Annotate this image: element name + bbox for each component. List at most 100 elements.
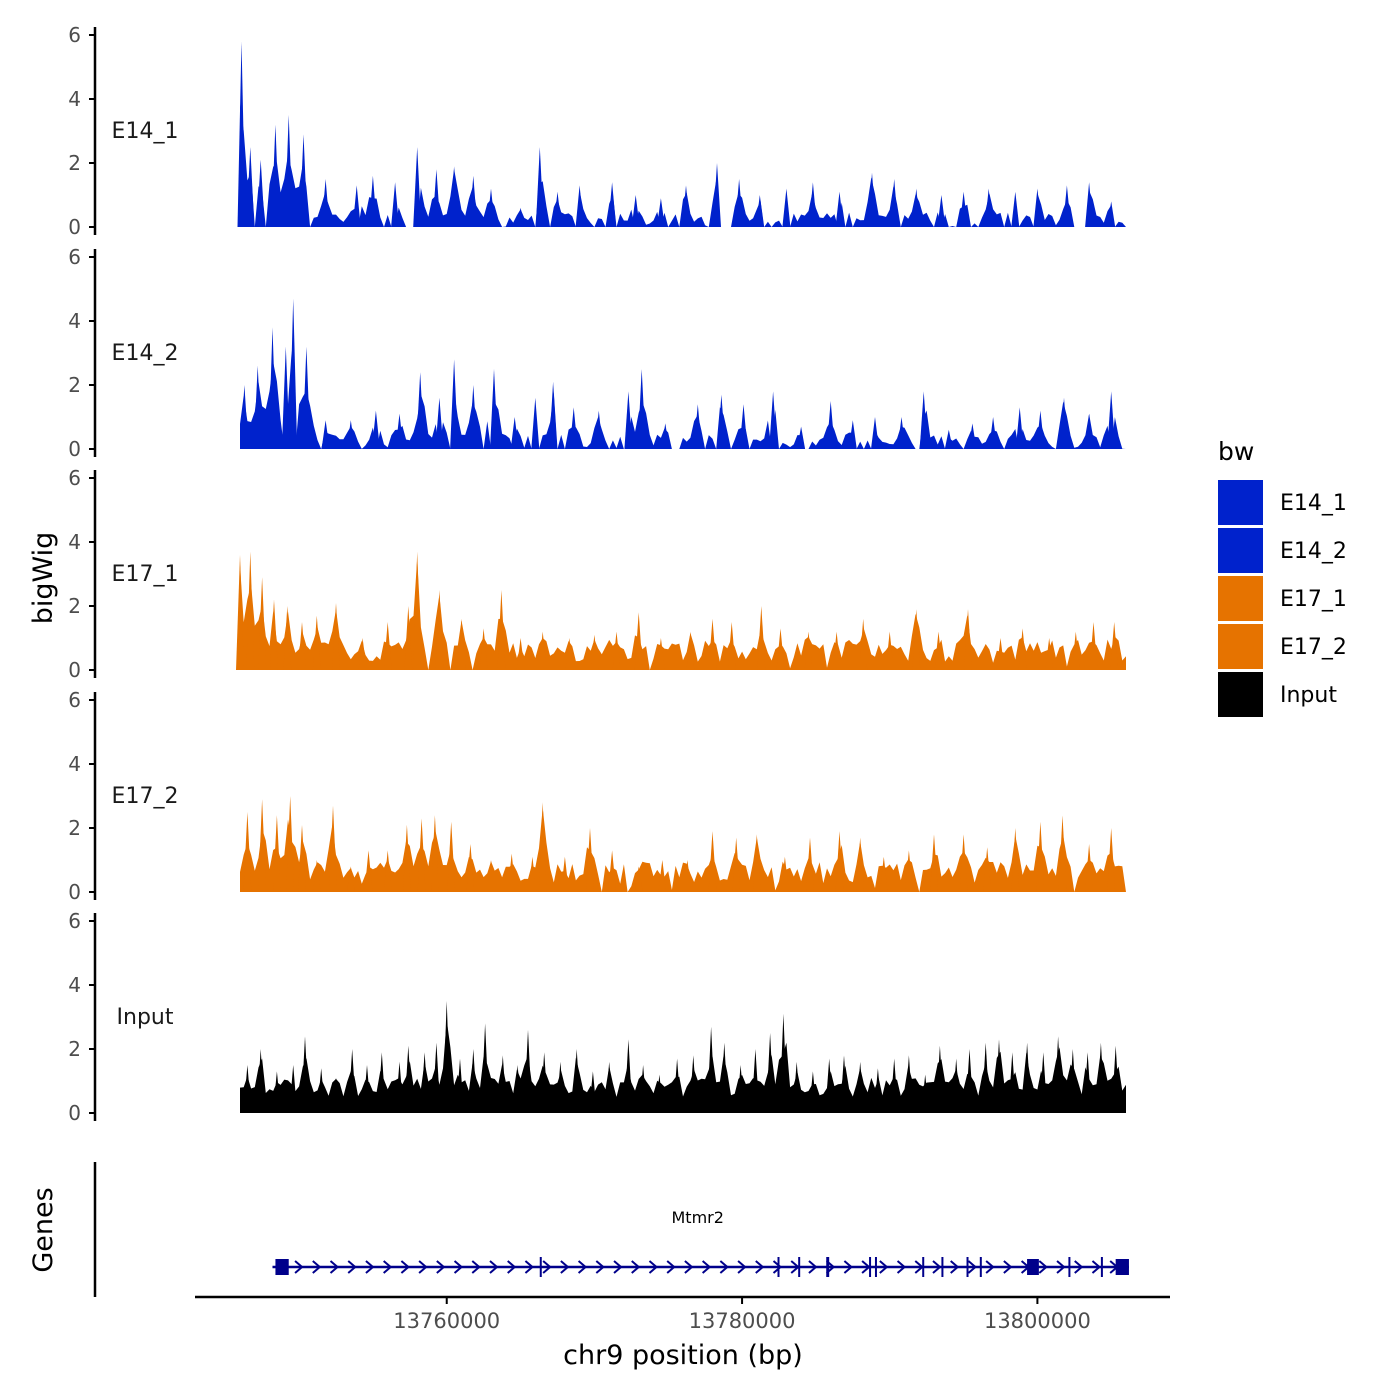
coverage-peak	[246, 147, 255, 227]
coverage-peak	[757, 606, 766, 670]
coverage-area	[240, 807, 1126, 892]
coverage-peak	[272, 815, 281, 892]
coverage-peak	[364, 850, 373, 892]
legend-swatch	[1218, 480, 1263, 525]
coverage-peak	[346, 420, 355, 449]
coverage-peak	[739, 404, 748, 449]
legend-swatch	[1218, 672, 1263, 717]
exon	[979, 1257, 982, 1277]
coverage-peak	[808, 182, 817, 227]
coverage-peak	[912, 188, 921, 227]
strand-arrow	[507, 1260, 517, 1274]
coverage-peak	[435, 397, 444, 449]
coverage-peak	[1111, 1045, 1120, 1113]
strand-arrow	[985, 1260, 995, 1274]
coverage-peak	[348, 1049, 357, 1113]
coverage-peak	[513, 1065, 522, 1113]
x-tick-label: 13780000	[689, 1309, 796, 1333]
coverage-peak	[713, 163, 721, 227]
coverage-peak	[404, 1045, 413, 1113]
coverage-peak	[442, 1001, 451, 1113]
coverage-peak	[1011, 828, 1020, 892]
coverage-peak	[531, 397, 540, 449]
coverage-peak	[717, 394, 726, 449]
coverage-peak	[689, 1055, 698, 1113]
strand-arrow	[524, 1260, 534, 1274]
y-tick-label: 6	[68, 909, 81, 933]
coverage-peak	[935, 1045, 944, 1113]
coverage-peak	[634, 612, 643, 670]
coverage-peak	[655, 1074, 664, 1113]
coverage-peak	[321, 179, 330, 227]
coverage-peak	[1107, 828, 1116, 892]
coverage-peak	[243, 1065, 252, 1113]
coverage-area	[240, 350, 1126, 449]
x-axis: 13760000 13780000 13800000	[195, 1295, 1170, 1333]
coverage-peak	[469, 1049, 478, 1113]
coverage-peak	[752, 834, 761, 892]
coverage-peak	[1045, 638, 1054, 670]
exon	[966, 1257, 969, 1277]
coverage-peak	[420, 1052, 429, 1113]
coverage-peak	[769, 391, 778, 449]
track-panel-e17-1: 0 2 4 6 E17_1	[68, 466, 1126, 682]
strand-arrow	[436, 1260, 446, 1274]
coverage-peak	[246, 551, 255, 670]
coverage-peak	[661, 423, 670, 449]
strand-arrow	[666, 1260, 676, 1274]
coverage-peak	[535, 147, 544, 227]
coverage-peak	[804, 631, 813, 670]
y-tick-label: 4	[68, 973, 81, 997]
strand-arrow	[1091, 1260, 1102, 1274]
coverage-peak	[1008, 1052, 1017, 1113]
coverage-peak	[656, 638, 665, 670]
coverage-peak	[1083, 1052, 1092, 1113]
y-tick-label: 6	[68, 245, 81, 269]
y-tick-label: 2	[68, 1037, 81, 1061]
coverage-peak	[995, 1039, 1003, 1113]
coverage-peak	[996, 638, 1005, 670]
coverage-peak	[637, 369, 646, 449]
coverage-peak	[284, 115, 293, 227]
coverage-peak	[258, 799, 267, 892]
coverage-peak	[1068, 1049, 1077, 1113]
y-tick-label: 4	[68, 87, 81, 111]
coverage-peak	[605, 1061, 614, 1113]
strand-arrow	[453, 1260, 464, 1274]
strand-arrow	[879, 1260, 889, 1274]
coverage-peak	[270, 599, 278, 670]
coverage-peak	[937, 195, 946, 227]
coverage-peak	[416, 372, 425, 449]
track-label: E14_1	[112, 119, 179, 144]
coverage-peak	[890, 1058, 899, 1113]
coverage-peak	[1096, 1042, 1105, 1113]
coverage-peak	[1058, 815, 1067, 892]
track-label: E17_1	[112, 562, 179, 587]
coverage-peak	[624, 1039, 633, 1113]
coverage-peak	[1107, 391, 1116, 449]
y-tick-label: 0	[68, 437, 81, 461]
coverage-peak	[498, 1055, 507, 1113]
coverage-peak	[588, 1071, 597, 1113]
coverage-peak	[624, 391, 633, 449]
strand-arrow	[294, 1260, 304, 1274]
coverage-peak	[540, 1052, 549, 1113]
coverage-peak	[516, 207, 525, 227]
coverage-peak	[289, 1065, 298, 1113]
y-tick-label: 0	[68, 880, 81, 904]
legend-label: E14_2	[1280, 539, 1347, 564]
coverage-peak	[402, 824, 411, 892]
coverage-peak	[417, 818, 426, 892]
exon	[826, 1257, 830, 1277]
coverage-peak	[1015, 407, 1024, 449]
coverage-peak	[560, 856, 569, 892]
coverage-peak	[594, 410, 603, 449]
coverage-peak	[658, 860, 667, 892]
coverage-peak	[608, 182, 617, 227]
strand-arrow	[312, 1260, 322, 1274]
coverage-peak	[612, 631, 621, 670]
exon	[1115, 1259, 1129, 1275]
coverage-peak	[1062, 185, 1071, 227]
coverage-peak	[919, 391, 928, 449]
coverage-peak	[572, 1049, 581, 1113]
